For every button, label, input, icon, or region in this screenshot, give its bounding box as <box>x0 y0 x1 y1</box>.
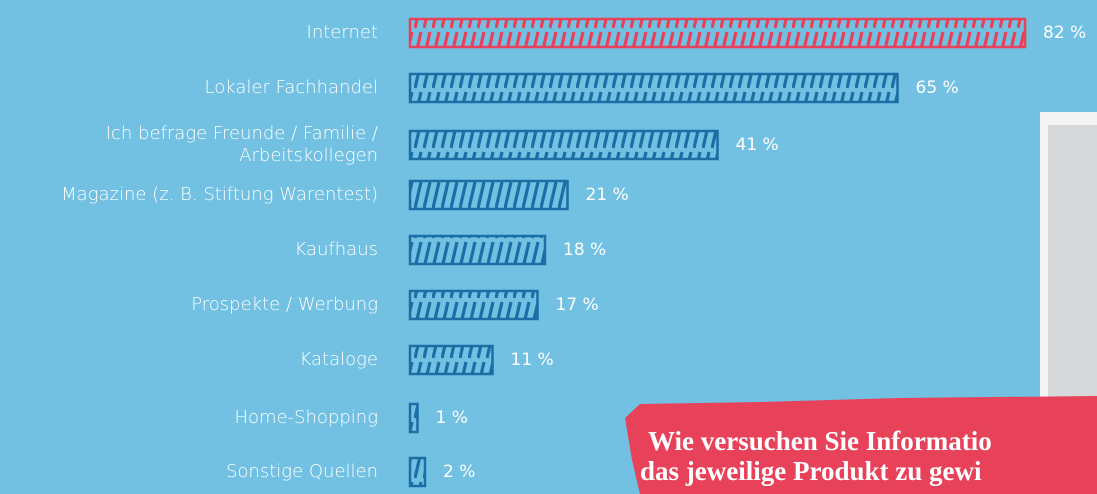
bar <box>410 74 898 102</box>
value-label: 82 % <box>1043 23 1086 43</box>
page: 82 % 65 % 41 % 21 % 18 % 17 % 11 % 1 % 2 % Wie v… <box>0 0 1097 494</box>
photo <box>1048 125 1097 405</box>
category-label: Magazine (z. B. Stiftung Warentest) <box>0 184 378 206</box>
bar <box>410 131 718 159</box>
bar <box>410 236 545 264</box>
value-label: 2 % <box>443 462 475 482</box>
value-label: 21 % <box>586 185 629 205</box>
annotation: Wie versuchen Sie Informatio <box>648 426 992 456</box>
bar <box>410 19 1025 47</box>
bar <box>410 404 418 432</box>
value-label: 17 % <box>556 295 599 315</box>
category-label: Ich befrage Freunde / Familie / Arbeitsk… <box>0 123 378 167</box>
value-label: 41 % <box>736 135 779 155</box>
category-label: Kaufhaus <box>0 239 378 261</box>
value-label: 1 % <box>436 408 468 428</box>
category-label: Internet <box>0 22 378 44</box>
category-label: Home-Shopping <box>0 407 378 429</box>
category-label: Kataloge <box>0 349 378 371</box>
category-label: Sonstige Quellen <box>0 461 378 483</box>
category-label: Prospekte / Werbung <box>0 294 378 316</box>
bar <box>410 181 568 209</box>
bar <box>410 291 538 319</box>
value-label: 11 % <box>511 350 554 370</box>
value-label: 65 % <box>916 78 959 98</box>
value-label: 18 % <box>563 240 606 260</box>
annotation: das jeweilige Produkt zu gewi <box>640 456 982 486</box>
category-label: Lokaler Fachhandel <box>0 77 378 99</box>
bar <box>410 346 493 374</box>
bar <box>410 458 425 486</box>
